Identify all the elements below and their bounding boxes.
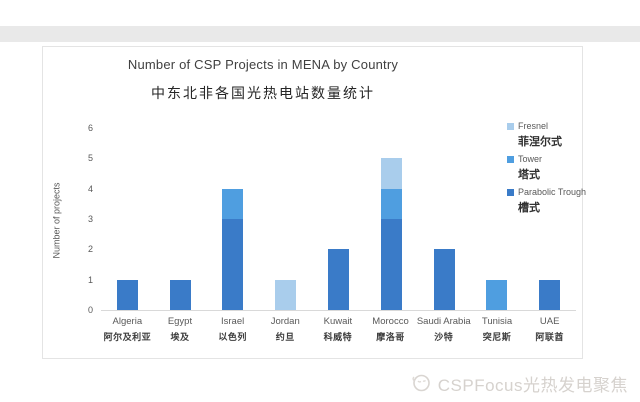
x-label-israel: Israel 以色列 [206, 316, 259, 343]
x-label-zh: 科威特 [323, 332, 353, 342]
bar-tunisia [470, 129, 523, 310]
chart-legend: Fresnel 菲涅尔式 Tower 塔式 Parabolic Trough 槽式 [507, 121, 597, 220]
y-tick-6: 6 [87, 123, 93, 133]
x-label-jordan: Jordan 约旦 [259, 316, 312, 343]
chart-panel: Number of CSP Projects in MENA by Countr… [42, 46, 586, 359]
bar-morocco [365, 129, 418, 310]
bar-algeria [101, 129, 154, 310]
y-tick-4: 4 [87, 183, 93, 194]
legend-swatch [507, 155, 514, 163]
x-label-zh: 阿联酋 [535, 332, 564, 342]
bar-segment-tower [380, 188, 402, 219]
bar-segment-fresnel [380, 158, 402, 189]
x-label-uae: UAE 阿联酋 [523, 316, 576, 343]
bar-egypt [154, 129, 207, 310]
legend-label-zh: 槽式 [518, 202, 540, 214]
legend-item-fresnel: Fresnel 菲涅尔式 [507, 121, 597, 149]
bar-segment-fresnel [275, 279, 297, 310]
y-tick-1: 1 [87, 274, 93, 285]
x-label-zh: 沙特 [434, 332, 454, 342]
chart-subtitle-zh: 中东北非各国光热电站数量统计 [151, 85, 375, 101]
bar-segment-parabolic-trough [539, 279, 561, 310]
bar-israel [207, 129, 260, 310]
x-label-kuwait: Kuwait 科威特 [312, 316, 365, 343]
y-tick-2: 2 [87, 244, 93, 255]
bar-segment-parabolic-trough [433, 249, 455, 310]
x-label-en: Egypt [167, 316, 193, 327]
x-label-en: Tunisia [481, 316, 513, 327]
cspfocus-logo-icon [412, 374, 430, 392]
bar-segment-tower [486, 279, 508, 310]
bar-segment-parabolic-trough [116, 279, 138, 310]
x-label-en: Morocco [372, 316, 409, 327]
bar-segment-parabolic-trough [380, 219, 402, 310]
legend-label-en: Fresnel [518, 121, 549, 131]
x-label-zh: 约旦 [275, 332, 295, 342]
x-label-algeria: Algeria 阿尔及利亚 [101, 316, 154, 343]
x-label-en: UAE [539, 316, 560, 327]
x-label-zh: 摩洛哥 [376, 332, 405, 342]
x-label-en: Algeria [112, 316, 143, 327]
x-axis-labels: Algeria 阿尔及利亚 Egypt 埃及 Israel 以色列 Jordan 约旦 Kuwa… [101, 316, 576, 343]
bar-kuwait [312, 129, 365, 310]
bar-jordan [259, 129, 312, 310]
watermark-text: CSPFocus光热发电聚焦 [437, 375, 628, 395]
bar-segment-parabolic-trough [169, 279, 191, 310]
legend-label-en: Parabolic Trough [518, 187, 587, 197]
x-label-tunisia: Tunisia 突尼斯 [471, 316, 524, 343]
x-label-zh: 以色列 [218, 332, 247, 342]
bar-uae [523, 129, 576, 310]
legend-swatch [507, 188, 514, 196]
x-label-en: Kuwait [323, 316, 353, 327]
x-label-egypt: Egypt 埃及 [154, 316, 207, 343]
plot-area [101, 129, 576, 311]
x-label-en: Jordan [270, 316, 300, 327]
bar-segment-parabolic-trough [328, 249, 350, 310]
bar-segment-parabolic-trough [222, 219, 244, 310]
x-label-zh: 阿尔及利亚 [103, 332, 152, 342]
chart-title: Number of CSP Projects in MENA by Countr… [127, 57, 399, 72]
y-tick-5: 5 [87, 153, 93, 164]
x-label-saudi-arabia: Saudi Arabia 沙特 [417, 316, 471, 343]
x-label-en: Israel [220, 316, 245, 327]
bar-segment-tower [222, 188, 244, 219]
legend-label-en: Tower [518, 154, 543, 164]
x-label-morocco: Morocco 摩洛哥 [364, 316, 417, 343]
legend-item-tower: Tower 塔式 [507, 154, 597, 182]
legend-swatch [507, 122, 514, 130]
page-top-divider [0, 26, 640, 42]
y-tick-3: 3 [87, 214, 93, 224]
legend-label-zh: 菲涅尔式 [518, 136, 562, 148]
legend-label-zh: 塔式 [518, 169, 540, 181]
watermark: CSPFocus光热发电聚焦 [410, 370, 628, 396]
x-label-zh: 埃及 [170, 332, 190, 342]
bar-saudi-arabia [418, 129, 471, 310]
y-tick-0: 0 [87, 305, 93, 315]
x-label-zh: 突尼斯 [482, 332, 512, 342]
x-label-en: Saudi Arabia [416, 316, 471, 327]
legend-item-parabolic-trough: Parabolic Trough 槽式 [507, 187, 597, 215]
